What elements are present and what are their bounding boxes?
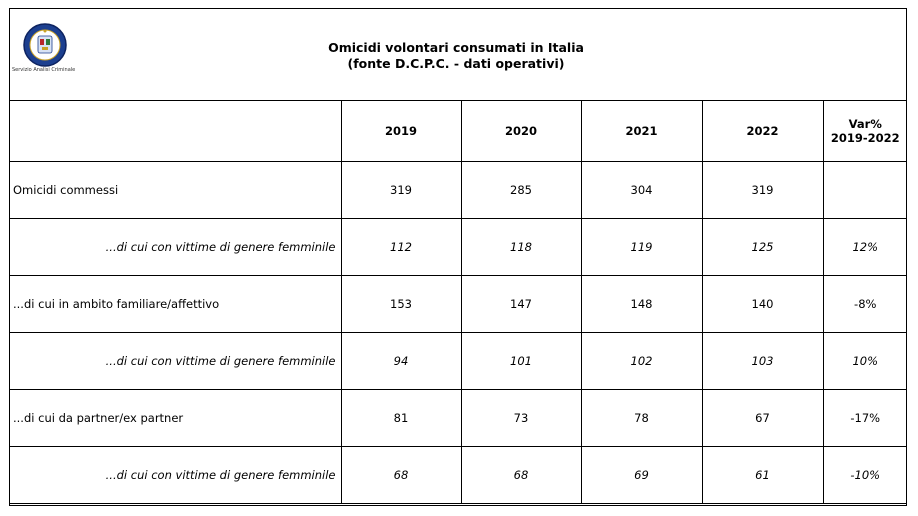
- title-line-1: Omicidi volontari consumati in Italia: [328, 40, 584, 55]
- page-title: Omicidi volontari consumati in Italia (f…: [256, 40, 656, 72]
- year-header: 2021: [580, 100, 703, 162]
- row-label: Omicidi commessi: [9, 161, 342, 219]
- value-cell: 125: [701, 218, 824, 276]
- table-row: ...di cui da partner/ex partner 81 73 78…: [9, 389, 907, 447]
- table-row: ...di cui con vittime di genere femminil…: [9, 332, 907, 390]
- year-header: 2019: [340, 100, 462, 162]
- value-cell: 78: [580, 389, 703, 447]
- row-label: ...di cui da partner/ex partner: [9, 389, 342, 447]
- value-cell: 68: [340, 446, 462, 504]
- var-cell: 12%: [822, 218, 907, 276]
- value-cell: 73: [460, 389, 582, 447]
- row-label: ...di cui con vittime di genere femminil…: [9, 446, 342, 504]
- var-header: Var% 2019-2022: [822, 100, 907, 162]
- value-cell: 61: [701, 446, 824, 504]
- emblem-logo: [23, 23, 67, 67]
- value-cell: 102: [580, 332, 703, 390]
- value-cell: 319: [340, 161, 462, 219]
- var-cell: -17%: [822, 389, 907, 447]
- value-cell: 68: [460, 446, 582, 504]
- value-cell: 94: [340, 332, 462, 390]
- value-cell: 101: [460, 332, 582, 390]
- year-header: 2020: [460, 100, 582, 162]
- table-row: ...di cui in ambito familiare/affettivo …: [9, 275, 907, 333]
- var-header-line-2: 2019-2022: [830, 131, 900, 145]
- var-header-line-1: Var%: [848, 117, 882, 131]
- logo-caption: Servizio Analisi Criminale: [12, 67, 76, 73]
- value-cell: 304: [580, 161, 703, 219]
- value-cell: 103: [701, 332, 824, 390]
- value-cell: 67: [701, 389, 824, 447]
- table-row: Omicidi commessi 319 285 304 319: [9, 161, 907, 219]
- value-cell: 140: [701, 275, 824, 333]
- var-cell: -10%: [822, 446, 907, 504]
- homicide-table: 2019 2020 2021 2022 Var% 2019-2022 Omici…: [9, 100, 907, 504]
- table-row: ...di cui con vittime di genere femminil…: [9, 218, 907, 276]
- value-cell: 81: [340, 389, 462, 447]
- value-cell: 147: [460, 275, 582, 333]
- header-blank-cell: [9, 100, 342, 162]
- title-line-2: (fonte D.C.P.C. - dati operativi): [347, 56, 565, 71]
- var-cell: -8%: [822, 275, 907, 333]
- value-cell: 148: [580, 275, 703, 333]
- value-cell: 319: [701, 161, 824, 219]
- value-cell: 285: [460, 161, 582, 219]
- table-header-row: 2019 2020 2021 2022 Var% 2019-2022: [9, 100, 907, 162]
- table-row: ...di cui con vittime di genere femminil…: [9, 446, 907, 504]
- value-cell: 119: [580, 218, 703, 276]
- row-label: ...di cui in ambito familiare/affettivo: [9, 275, 342, 333]
- var-cell: 10%: [822, 332, 907, 390]
- value-cell: 69: [580, 446, 703, 504]
- row-label: ...di cui con vittime di genere femminil…: [9, 218, 342, 276]
- var-cell: [822, 161, 907, 219]
- value-cell: 153: [340, 275, 462, 333]
- year-header: 2022: [701, 100, 824, 162]
- value-cell: 118: [460, 218, 582, 276]
- value-cell: 112: [340, 218, 462, 276]
- row-label: ...di cui con vittime di genere femminil…: [9, 332, 342, 390]
